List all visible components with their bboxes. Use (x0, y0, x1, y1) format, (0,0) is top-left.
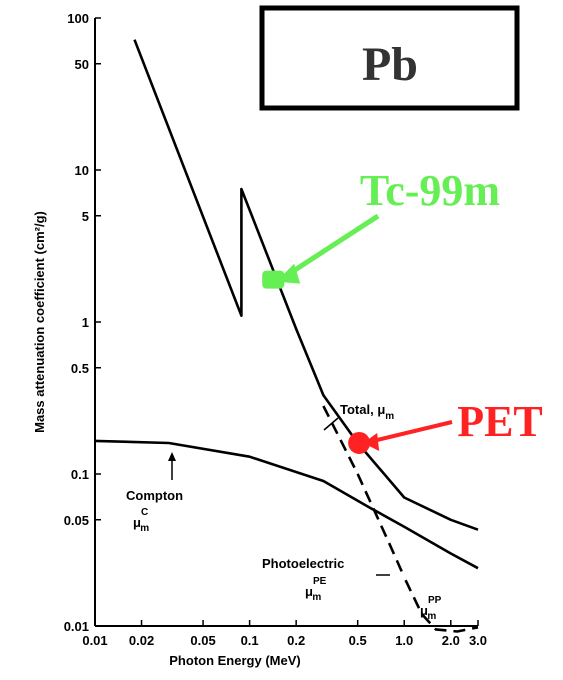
tc-99m-arrow (284, 213, 380, 278)
x-tick-label: 0.2 (287, 633, 305, 648)
pet-marker (348, 431, 371, 454)
y-tick-label: 10 (75, 163, 89, 178)
y-tick-label: 1 (82, 315, 89, 330)
x-tick-label: 0.05 (190, 633, 215, 648)
series-group (94, 39, 479, 633)
y-tick-group: 0.01 0.05 0.1 0.5 1 5 10 50 100 (64, 11, 101, 634)
x-tick-label: 1.0 (395, 633, 413, 648)
series-line-photoelectric (322, 405, 406, 578)
pet-label: PET (457, 397, 543, 446)
marker-group: Tc-99m PET (262, 166, 543, 454)
y-tick-label: 0.01 (64, 619, 89, 634)
x-axis-label: Photon Energy (MeV) (169, 653, 300, 668)
y-tick-label: 0.5 (71, 361, 89, 376)
total-label: Total, μm (340, 402, 394, 422)
x-tick-label: 0.1 (241, 633, 259, 648)
pp-symbol: μPP m (420, 595, 442, 622)
y-tick-label: 0.05 (64, 513, 89, 528)
compton-label: Compton (126, 488, 183, 503)
y-tick-label: 0.1 (71, 467, 89, 482)
tc-99m-marker (262, 270, 285, 289)
x-tick-label: 0.02 (129, 633, 154, 648)
x-tick-label: 2.0 (442, 633, 460, 648)
y-tick-label: 50 (75, 57, 89, 72)
pet-arrow (372, 420, 453, 443)
compton-symbol: μC m (133, 507, 149, 534)
x-tick-label: 3.0 (469, 633, 487, 648)
x-tick-group: 0.01 0.02 0.05 0.1 0.2 0.5 1.0 2.0 3.0 (82, 620, 487, 648)
y-axis-label: Mass attenuation coefficient (cm²/g) (32, 211, 47, 433)
x-tick-label: 0.5 (349, 633, 367, 648)
photoelectric-label: Photoelectric (262, 556, 344, 571)
total-pointer (323, 417, 339, 431)
x-tick-label: 0.01 (82, 633, 107, 648)
element-box-label: Pb (362, 38, 418, 91)
pe-symbol: μPE m (305, 576, 327, 603)
element-box (259, 5, 520, 111)
y-tick-label: 100 (67, 11, 89, 26)
y-tick-label: 5 (82, 209, 89, 224)
pet-arrowhead (363, 432, 380, 451)
series-line-compton (94, 439, 479, 570)
series-line-pair-production (404, 579, 479, 633)
series-line-total (133, 39, 479, 531)
compton-arrowhead (168, 452, 176, 461)
tc-99m-label: Tc-99m (360, 166, 500, 215)
